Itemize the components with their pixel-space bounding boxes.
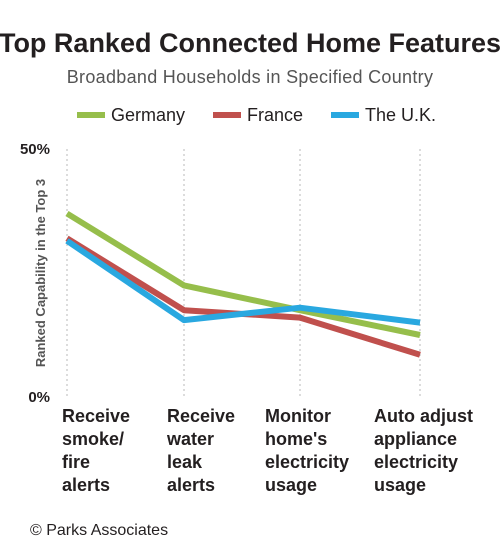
category-label-2: Monitor home's electricity usage [265,406,349,495]
gridlines [66,149,421,397]
source-credit: © Parks Associates [30,522,168,539]
category-label-3: Auto adjust appliance electricity usage [374,406,473,495]
y-tick-label: 0% [28,389,50,406]
category-label-0: Receive smoke/fire alerts [62,406,130,495]
category-label-1: Receive water leak alerts [166,406,235,495]
x-axis-categories: Receive smoke/fire alerts Receive water leak a… [62,406,473,495]
series-line-germany [65,210,421,338]
legend-label: France [247,105,303,125]
legend: Germany France The U.K. [77,105,436,125]
chart-subtitle: Broadband Households in Specified Countr… [67,67,434,87]
legend-label: Germany [111,105,185,125]
series-lines [65,210,421,358]
legend-label: The U.K. [365,105,436,125]
axes: 0% 50% [20,141,50,406]
y-tick-label: 50% [20,141,50,158]
series-line-the-u-k [65,238,421,326]
chart-title: Top Ranked Connected Home Features [0,28,500,58]
y-axis-label: Ranked Capability in the Top 3 [33,179,48,367]
